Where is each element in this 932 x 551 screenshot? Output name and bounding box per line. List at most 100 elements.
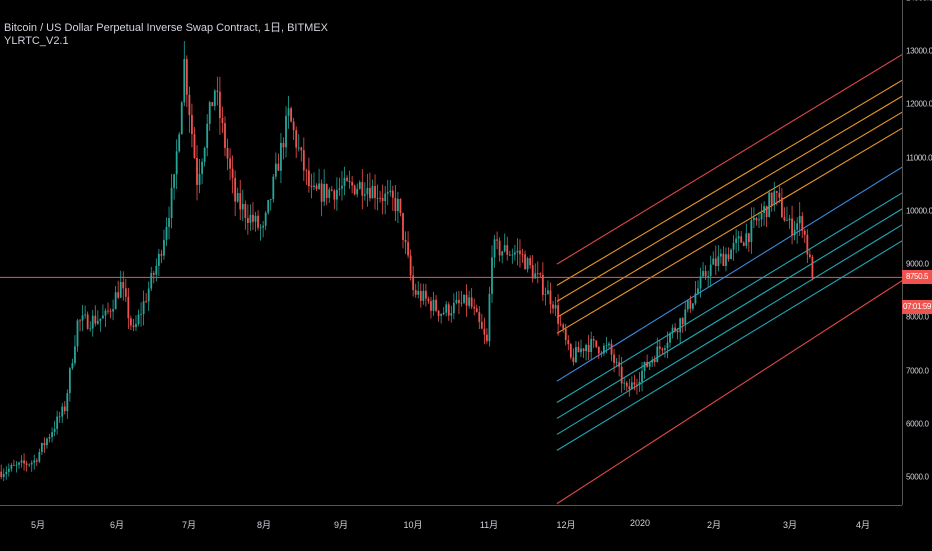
- candle-body: [302, 150, 305, 171]
- candle-body: [330, 189, 333, 191]
- candle-body: [636, 384, 638, 386]
- candle-body: [61, 406, 64, 417]
- candle-body: [770, 192, 773, 205]
- candle-body: [163, 239, 165, 256]
- candle-body: [224, 123, 226, 148]
- candle-body: [704, 271, 707, 277]
- candle-body: [689, 300, 692, 309]
- candle-body: [725, 254, 727, 266]
- candle-body: [791, 218, 793, 236]
- candle-body: [691, 303, 694, 309]
- candle-body: [86, 314, 89, 329]
- candle-body: [104, 310, 107, 316]
- candle-body: [295, 130, 298, 148]
- candle-body: [229, 158, 231, 169]
- channel-line-lower-9: [556, 240, 902, 451]
- candle-body: [5, 471, 8, 474]
- candle-body: [48, 437, 51, 439]
- price-tick-label: 10000.0: [906, 206, 932, 216]
- candle-body: [803, 230, 806, 235]
- candle-body: [582, 348, 585, 352]
- candle-body: [109, 310, 112, 312]
- candle-body: [409, 255, 412, 276]
- candle-body: [33, 460, 36, 463]
- candle-body: [56, 416, 59, 429]
- candle-body: [519, 250, 521, 255]
- candle-body: [435, 299, 437, 311]
- candle-body: [630, 382, 633, 390]
- candle-body: [562, 324, 565, 329]
- price-tick-label: 12000.0: [906, 99, 932, 109]
- candle-body: [521, 254, 524, 255]
- indicator-legend[interactable]: YLRTC_V2.1: [4, 35, 69, 47]
- candle-body: [709, 264, 712, 276]
- candle-body: [513, 252, 516, 255]
- candle-body: [308, 170, 310, 187]
- candle-body: [445, 304, 448, 313]
- candle-body: [531, 265, 534, 279]
- candle-body: [788, 218, 791, 221]
- candle-body: [486, 334, 488, 342]
- time-tick-label: 8月: [256, 520, 272, 530]
- candle-body: [781, 197, 783, 218]
- candle-body: [234, 177, 237, 202]
- time-axis[interactable]: 5月 6月 7月 8月 9月 10月 11月 12月 2020 2月 3月 4月: [0, 505, 902, 551]
- candle-body: [43, 442, 46, 446]
- candle-body: [358, 182, 361, 189]
- candle-body: [285, 115, 287, 148]
- candle-body: [333, 190, 336, 200]
- candle-body: [18, 462, 20, 465]
- candle-body: [424, 290, 427, 299]
- candle-body: [15, 464, 18, 466]
- candle-body: [241, 203, 244, 210]
- candle-body: [353, 185, 356, 195]
- candle-body: [452, 302, 455, 314]
- candle-body: [376, 197, 379, 199]
- candle-body: [811, 257, 814, 278]
- candle-body: [681, 318, 684, 325]
- candle-body: [727, 254, 730, 260]
- candle-body: [76, 320, 79, 347]
- candle-body: [335, 189, 338, 200]
- time-tick-label: 2月: [706, 520, 722, 530]
- candle-body: [137, 314, 140, 324]
- candle-body: [63, 406, 66, 412]
- candle-body: [778, 192, 781, 198]
- symbol-legend[interactable]: Bitcoin / US Dollar Perpetual Inverse Sw…: [4, 22, 329, 34]
- candle-body: [684, 309, 687, 325]
- candle-body: [262, 225, 265, 228]
- price-axis[interactable]: 5000.0 6000.0 7000.0 8000.0 9000.0 10000.0 110…: [902, 0, 932, 505]
- candle-body: [320, 183, 323, 202]
- candle-body: [661, 348, 664, 351]
- channel-line-upper-1: [556, 79, 902, 286]
- candle-body: [592, 339, 595, 341]
- candle-body: [170, 187, 173, 219]
- candle-body: [71, 363, 74, 369]
- time-tick-label: 7月: [181, 520, 197, 530]
- candle-body: [343, 177, 346, 186]
- candle-body: [595, 340, 598, 347]
- candle-body: [585, 344, 587, 352]
- candle-body: [498, 240, 501, 256]
- candle-body: [597, 346, 600, 354]
- candle-body: [806, 234, 809, 255]
- candle-body: [755, 217, 758, 221]
- candle-body: [147, 288, 150, 302]
- candle-body: [534, 273, 537, 279]
- candle-body: [13, 464, 15, 466]
- candle-body: [496, 239, 498, 241]
- candle-body: [25, 463, 28, 465]
- price-tick-label: 5000.0: [906, 472, 929, 482]
- candle-body: [129, 318, 132, 326]
- candle-body: [669, 333, 671, 343]
- candlestick-chart[interactable]: [0, 0, 902, 505]
- candle-body: [46, 438, 48, 446]
- candle-body: [290, 108, 293, 122]
- candle-body: [712, 258, 715, 265]
- chart-pane[interactable]: Bitcoin / US Dollar Perpetual Inverse Sw…: [0, 0, 902, 505]
- candle-body: [272, 176, 275, 200]
- candle-body: [300, 147, 303, 151]
- candle-body: [620, 366, 623, 384]
- candle-body: [808, 254, 811, 258]
- candle-body: [503, 245, 506, 252]
